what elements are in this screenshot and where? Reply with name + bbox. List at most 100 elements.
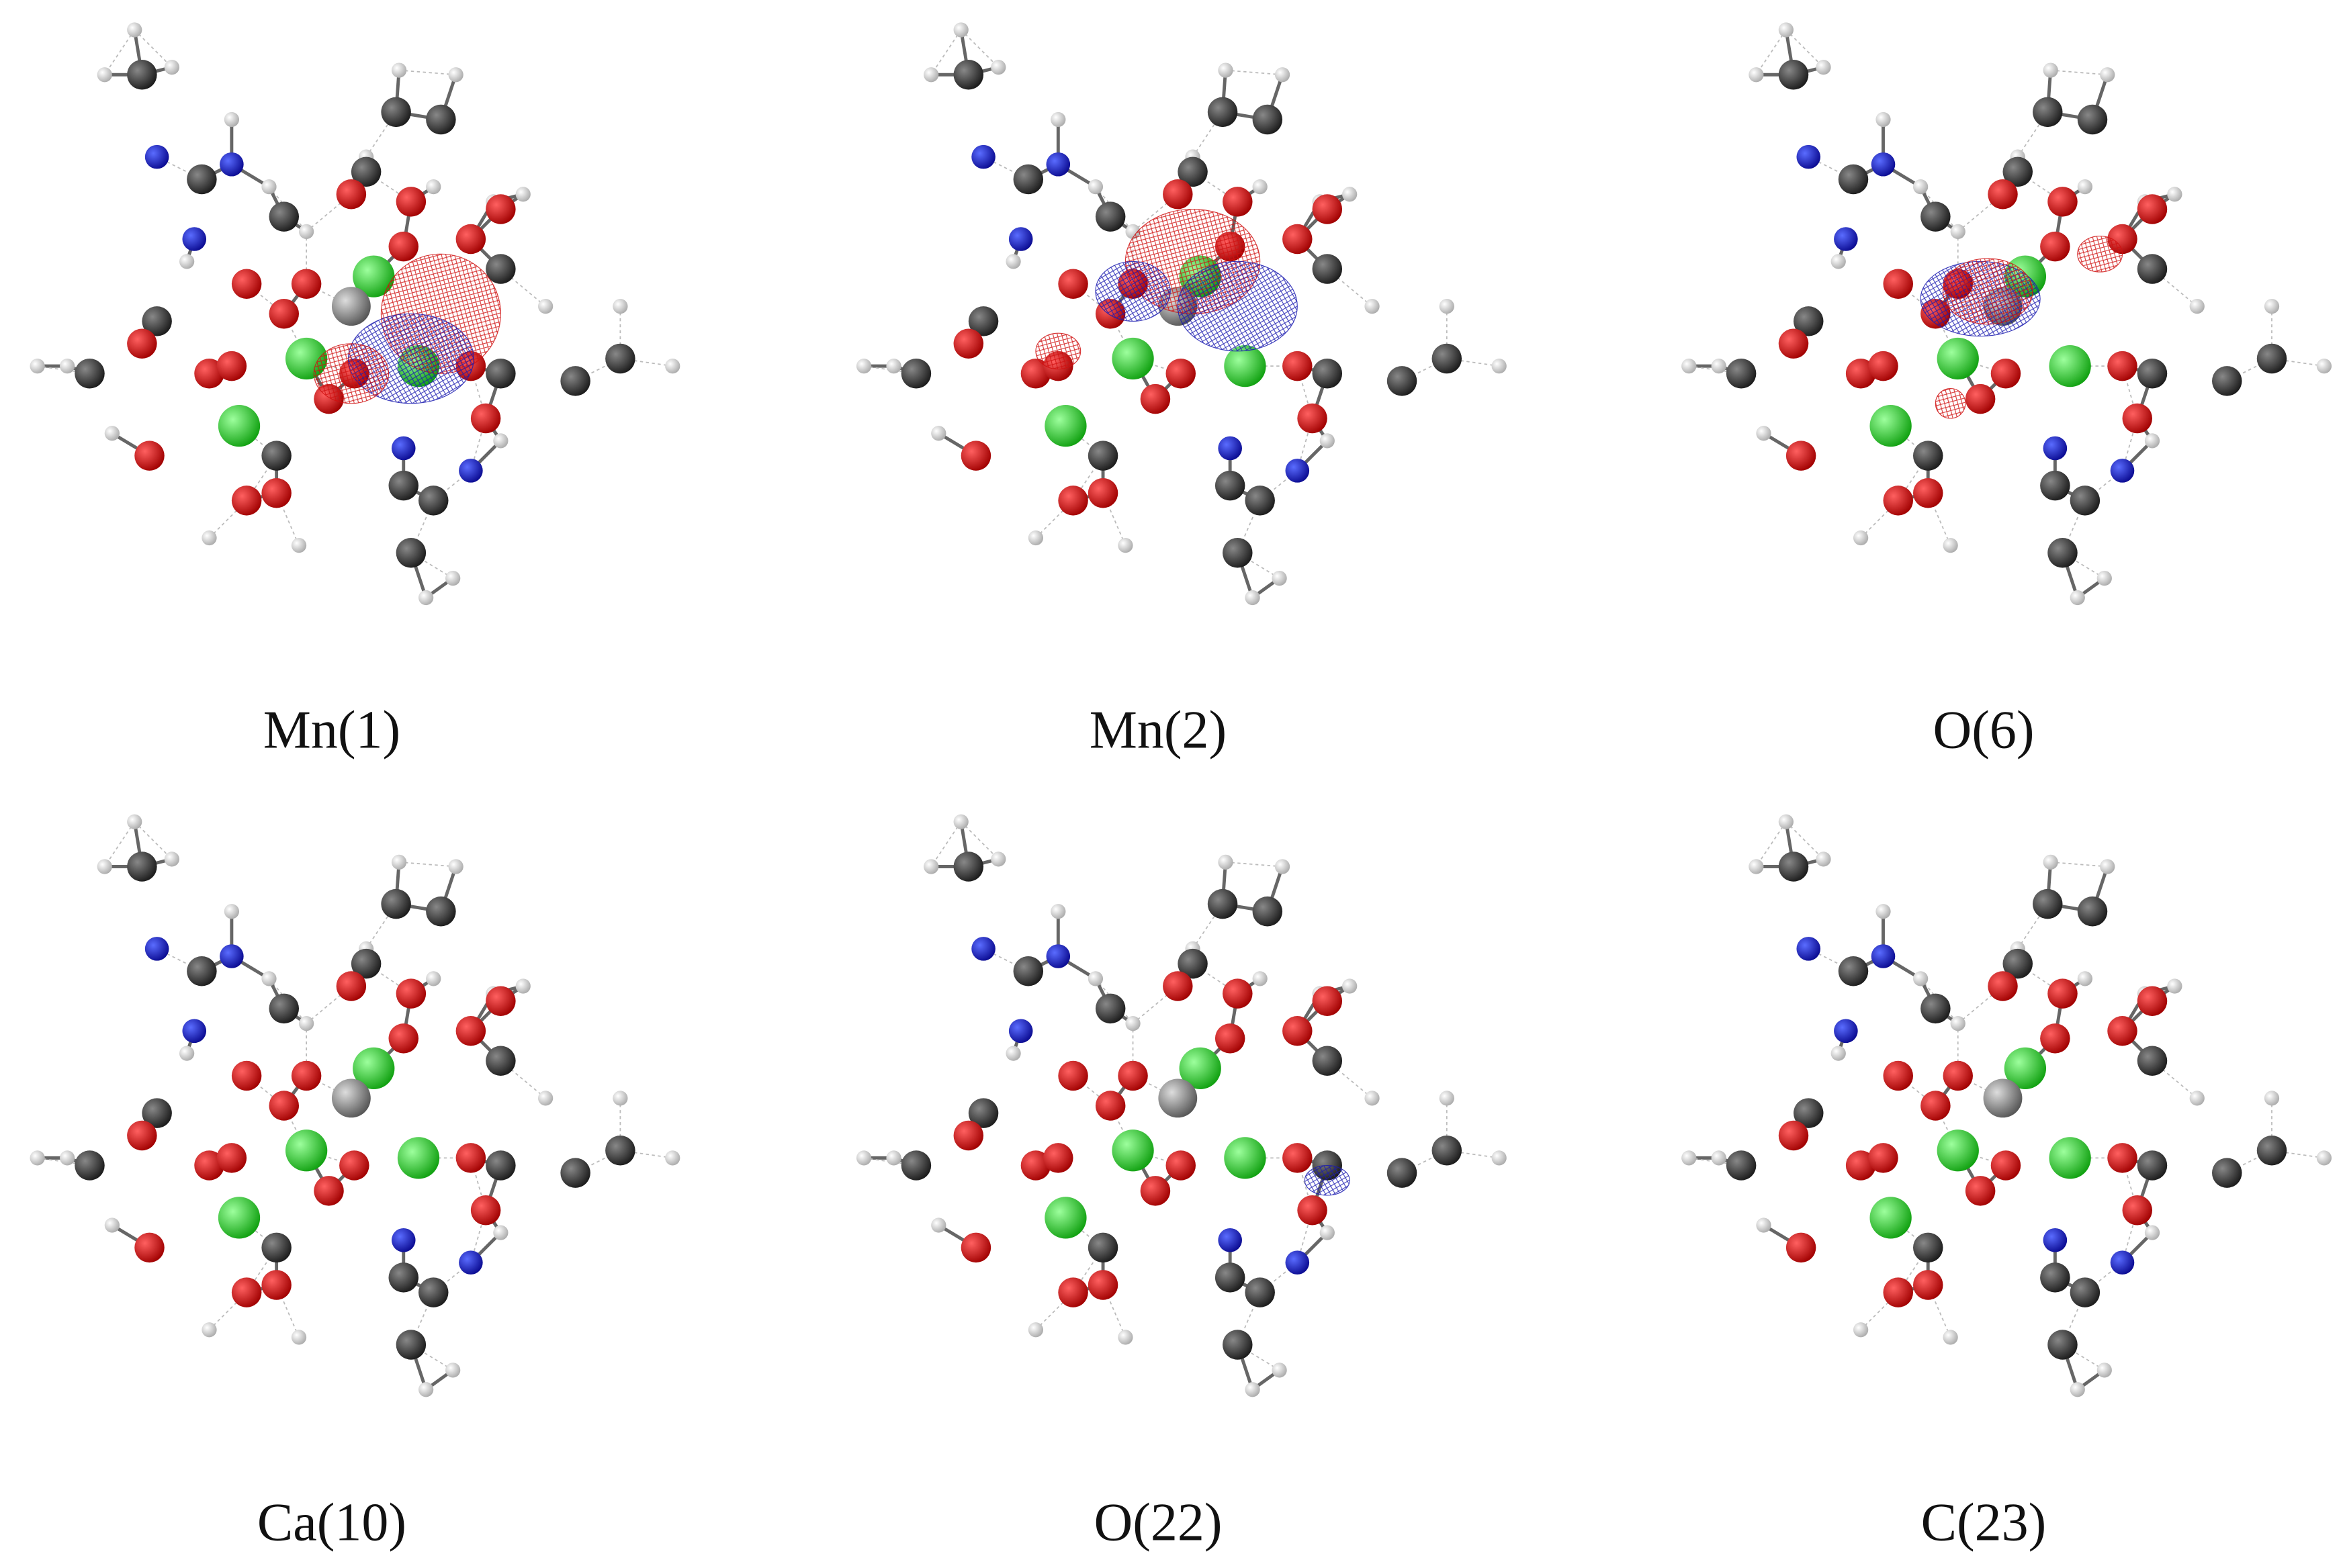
bond [1237,552,1280,579]
atom [1838,956,1869,986]
atom [1816,851,1831,867]
atom [1118,1330,1133,1345]
atom [1937,337,1979,380]
atom [269,298,299,329]
atom [455,224,486,255]
density-mesh [1095,261,1171,322]
atom [1245,1277,1275,1307]
atom [426,896,456,927]
atom [961,1232,991,1263]
atom [856,1150,872,1166]
atom [1868,1143,1898,1173]
bond [1095,186,1134,232]
atom [2189,1091,2205,1106]
atom [381,97,411,128]
atom [1252,896,1283,927]
atom [1178,948,1208,979]
atom [2077,896,2108,927]
atom [1920,201,1951,232]
atom [537,298,554,314]
atom [97,859,112,874]
atom [1245,1382,1260,1397]
atom [418,590,434,606]
atom [2137,359,2168,389]
atom [2040,470,2070,501]
atom [1088,1232,1118,1263]
atom [1140,1176,1171,1206]
atom [231,1060,262,1091]
atom [2144,1225,2160,1240]
atom [1778,328,1809,359]
atom [1179,1047,1221,1090]
atom [953,60,984,90]
atom [1008,227,1033,251]
atom [1214,470,1245,501]
atom [261,1232,292,1263]
atom [1028,1322,1044,1338]
atom [2047,1330,2078,1360]
atom [931,1217,946,1233]
atom [2077,179,2092,195]
atom [1711,1150,1726,1166]
atom [269,1091,299,1121]
atom [1312,1046,1343,1076]
density-mesh [1935,387,1966,419]
atom [1778,22,1794,38]
atom [991,60,1006,75]
atom [1282,224,1313,255]
atom [1749,859,1764,874]
atom [60,1150,75,1166]
atom [2070,486,2101,516]
atom [1726,1150,1757,1181]
atom [336,179,367,210]
atom [2040,1023,2070,1054]
atom [2107,1016,2137,1046]
molecule [856,22,1507,606]
atom [1431,343,1462,374]
bond [134,29,173,68]
atom [142,306,172,336]
bond [2062,1344,2105,1371]
molecule [30,22,680,606]
atom [1223,1330,1253,1360]
atom [97,67,112,83]
atom [1796,937,1821,961]
atom [971,144,996,169]
atom [1913,971,1929,986]
atom [2264,1091,2280,1106]
atom [75,1150,105,1181]
panel-label: O(22) [1094,1493,1222,1552]
atom [1785,1232,1816,1263]
bond [961,29,999,68]
atom [391,1228,416,1252]
atom [291,537,307,553]
atom [30,1150,45,1166]
atom [391,854,407,870]
bond [1225,861,1283,868]
bond [1920,978,1959,1024]
atom [1282,1143,1313,1173]
atom [127,814,142,829]
atom [202,1322,217,1338]
atom [426,971,441,986]
atom [30,359,45,374]
atom [493,1225,509,1240]
atom [396,537,427,568]
atom [127,22,142,38]
atom [2144,433,2160,449]
atom [179,1046,195,1061]
atom [353,255,395,297]
atom [2316,1150,2332,1166]
atom [1163,971,1193,1001]
atom [2100,67,2115,83]
atom [269,201,299,232]
atom [127,328,157,359]
atom [1965,1176,1996,1206]
atom [1319,1225,1335,1240]
atom [1943,1330,1958,1345]
atom [2212,1158,2242,1188]
atom [1778,1120,1809,1151]
atom [486,194,516,224]
atom [486,986,516,1016]
